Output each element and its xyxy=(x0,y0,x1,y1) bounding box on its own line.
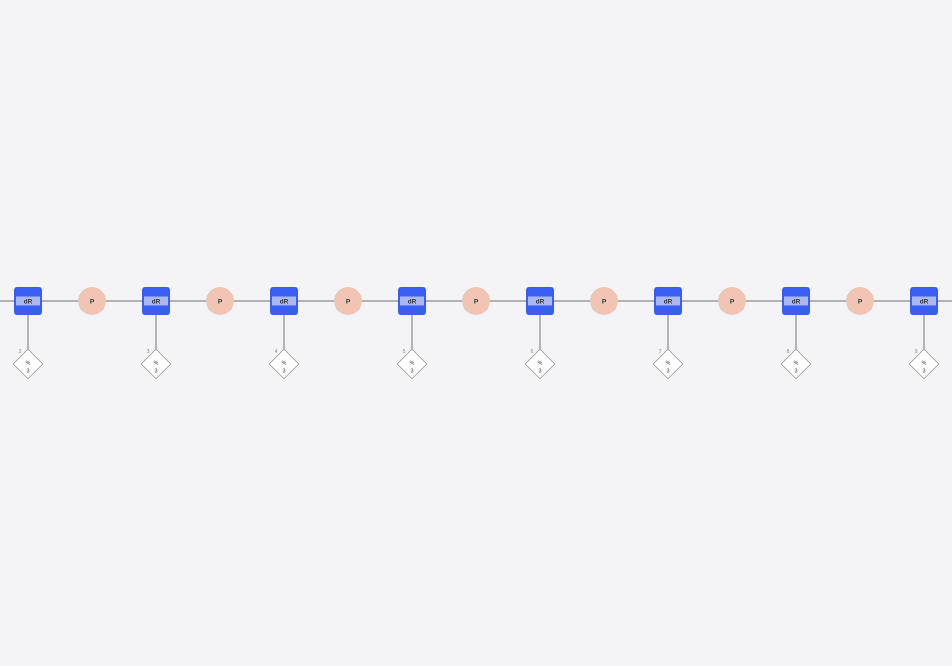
base-top-label: % xyxy=(26,361,31,367)
base-bottom-label: 3 xyxy=(26,369,29,375)
base-bottom-label: 3 xyxy=(794,369,797,375)
sugar-label: dR xyxy=(920,299,929,306)
sugar-label: dR xyxy=(664,299,673,306)
nucleotide-index: 5 xyxy=(403,349,406,355)
sugar-label: dR xyxy=(24,299,33,306)
sugar-label: dR xyxy=(152,299,161,306)
phosphate-label: P xyxy=(858,299,863,306)
phosphate-label: P xyxy=(602,299,607,306)
sugar-band xyxy=(912,296,936,306)
sugar-band xyxy=(784,296,808,306)
phosphate-node xyxy=(206,287,234,315)
base-bottom-label: 3 xyxy=(154,369,157,375)
phosphate-node xyxy=(78,287,106,315)
base-top-label: % xyxy=(154,361,159,367)
base-top-label: % xyxy=(282,361,287,367)
phosphate-label: P xyxy=(730,299,735,306)
base-bottom-label: 3 xyxy=(282,369,285,375)
base-node xyxy=(780,348,812,380)
base-top-label: % xyxy=(922,361,927,367)
base-node xyxy=(396,348,428,380)
base-top-label: % xyxy=(538,361,543,367)
nucleotide-index: 3 xyxy=(147,349,150,355)
base-bottom-label: 3 xyxy=(922,369,925,375)
base-node xyxy=(524,348,556,380)
phosphate-node xyxy=(462,287,490,315)
nucleotide-index: 4 xyxy=(275,349,278,355)
base-node xyxy=(652,348,684,380)
phosphate-label: P xyxy=(474,299,479,306)
base-top-label: % xyxy=(410,361,415,367)
phosphate-label: P xyxy=(90,299,95,306)
base-node xyxy=(12,348,44,380)
nucleotide-index: 6 xyxy=(531,349,534,355)
base-node xyxy=(908,348,940,380)
sugar-band xyxy=(272,296,296,306)
phosphate-label: P xyxy=(346,299,351,306)
sugar-band xyxy=(144,296,168,306)
sugar-label: dR xyxy=(792,299,801,306)
base-bottom-label: 3 xyxy=(666,369,669,375)
sugar-band xyxy=(656,296,680,306)
sugar-label: dR xyxy=(408,299,417,306)
base-bottom-label: 3 xyxy=(538,369,541,375)
base-bottom-label: 3 xyxy=(410,369,413,375)
phosphate-node xyxy=(718,287,746,315)
sugar-label: dR xyxy=(280,299,289,306)
sugar-band xyxy=(16,296,40,306)
phosphate-node xyxy=(334,287,362,315)
nucleotide-index: 2 xyxy=(19,349,22,355)
base-node xyxy=(140,348,172,380)
base-top-label: % xyxy=(666,361,671,367)
base-top-label: % xyxy=(794,361,799,367)
sugar-band xyxy=(400,296,424,306)
nucleotide-index: 9 xyxy=(915,349,918,355)
nucleotide-index: 8 xyxy=(787,349,790,355)
sugar-band xyxy=(528,296,552,306)
base-node xyxy=(268,348,300,380)
nucleotide-index: 7 xyxy=(659,349,662,355)
phosphate-label: P xyxy=(218,299,223,306)
phosphate-node xyxy=(590,287,618,315)
phosphate-node xyxy=(846,287,874,315)
sugar-label: dR xyxy=(536,299,545,306)
